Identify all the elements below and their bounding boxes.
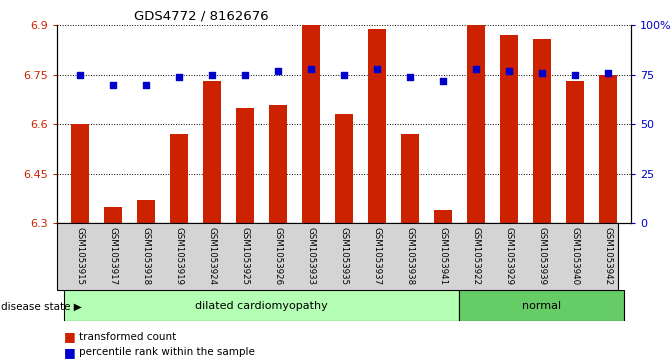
Point — [405, 74, 415, 80]
Point — [437, 78, 448, 84]
Point — [569, 72, 580, 78]
Text: GSM1053918: GSM1053918 — [142, 227, 150, 285]
Text: normal: normal — [522, 301, 561, 311]
Point — [603, 70, 613, 76]
Text: ■: ■ — [64, 330, 76, 343]
Point — [372, 66, 382, 72]
Point — [141, 82, 152, 87]
Point — [470, 66, 481, 72]
Point — [305, 66, 316, 72]
Text: GSM1053937: GSM1053937 — [372, 227, 381, 285]
Point — [536, 70, 547, 76]
Bar — [104, 207, 122, 223]
Text: GSM1053915: GSM1053915 — [76, 227, 85, 285]
Text: GSM1053929: GSM1053929 — [504, 227, 513, 285]
Text: GSM1053935: GSM1053935 — [340, 227, 348, 285]
Text: GSM1053922: GSM1053922 — [471, 227, 480, 285]
Bar — [170, 134, 188, 223]
Text: GSM1053940: GSM1053940 — [570, 227, 579, 285]
Text: GSM1053939: GSM1053939 — [537, 227, 546, 285]
Bar — [64, 290, 459, 321]
Bar — [302, 25, 320, 223]
Text: GSM1053942: GSM1053942 — [603, 227, 612, 285]
Text: GSM1053933: GSM1053933 — [307, 227, 315, 285]
Point — [339, 72, 350, 78]
Bar — [137, 200, 155, 223]
Bar — [467, 25, 485, 223]
Text: GSM1053925: GSM1053925 — [240, 227, 250, 285]
Bar — [533, 38, 551, 223]
Bar — [368, 29, 386, 223]
Point — [108, 82, 119, 87]
Text: GSM1053924: GSM1053924 — [207, 227, 217, 285]
Bar — [269, 105, 287, 223]
Text: GDS4772 / 8162676: GDS4772 / 8162676 — [134, 9, 268, 22]
Text: dilated cardiomyopathy: dilated cardiomyopathy — [195, 301, 328, 311]
Bar — [500, 35, 518, 223]
Bar — [433, 210, 452, 223]
Bar — [203, 81, 221, 223]
Text: ■: ■ — [64, 346, 76, 359]
Point — [174, 74, 185, 80]
Point — [207, 72, 217, 78]
Point — [503, 68, 514, 74]
Point — [74, 72, 85, 78]
Point — [240, 72, 250, 78]
Bar — [599, 75, 617, 223]
Text: GSM1053938: GSM1053938 — [405, 227, 414, 285]
Bar — [335, 114, 353, 223]
Bar — [71, 124, 89, 223]
Text: GSM1053917: GSM1053917 — [109, 227, 117, 285]
Point — [272, 68, 283, 74]
Bar — [459, 290, 624, 321]
Bar — [401, 134, 419, 223]
Bar — [566, 81, 584, 223]
Text: GSM1053926: GSM1053926 — [274, 227, 282, 285]
Bar — [236, 108, 254, 223]
Text: transformed count: transformed count — [79, 332, 176, 342]
Text: percentile rank within the sample: percentile rank within the sample — [79, 347, 255, 357]
Text: GSM1053941: GSM1053941 — [438, 227, 448, 285]
Text: disease state ▶: disease state ▶ — [1, 302, 82, 312]
Text: GSM1053919: GSM1053919 — [174, 227, 184, 285]
